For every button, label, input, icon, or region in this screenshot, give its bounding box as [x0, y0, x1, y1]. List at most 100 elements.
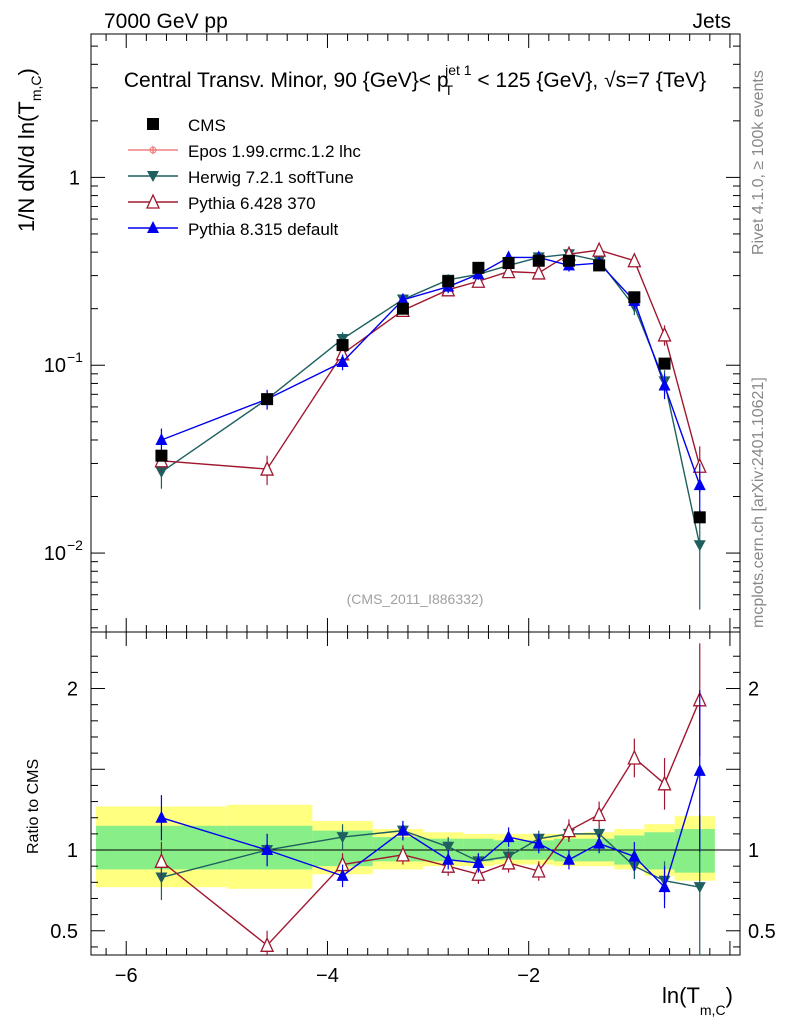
marker-pythia-6-428-370	[657, 326, 672, 342]
plot-title: Central Transv. Minor, 90 {GeV}< pTjet 1…	[124, 62, 706, 98]
ratio-marker-pythia-8-315-default	[562, 852, 575, 865]
x-label-close: )	[726, 983, 733, 1008]
analysis-watermark: (CMS_2011_I886332)	[347, 591, 484, 607]
title-sqrt: √	[604, 69, 616, 92]
ratio-marker-pythia-8-315-default	[502, 830, 515, 843]
ratio-marker-pythia-8-315-default	[532, 836, 545, 849]
marker-herwig-7-2-1-softtune	[693, 540, 706, 552]
marker-cms	[442, 275, 455, 288]
y-tick-label-main-exponent: −1	[67, 349, 83, 365]
main-y-label-sub: m,C	[28, 76, 44, 102]
ratio-marker-pythia-6-428-370	[154, 852, 169, 868]
ratio-marker-pythia-6-428-370	[592, 805, 607, 822]
marker-cms	[472, 261, 485, 274]
ratio-plot-frame	[90, 631, 741, 956]
marker-cms	[658, 357, 671, 370]
marker-pythia-8-315-default	[155, 432, 168, 445]
marker-pythia-6-428-370	[260, 460, 275, 476]
marker-pythia-8-315-default	[396, 292, 409, 305]
ratio-marker-pythia-6-428-370	[471, 865, 486, 881]
y-tick-label-ratio-right: 0.5	[748, 921, 776, 943]
title-subscript: T	[445, 82, 454, 98]
marker-pythia-6-428-370	[627, 252, 642, 268]
marker-cms	[155, 449, 168, 462]
x-tick-label: −2	[517, 965, 540, 987]
marker-cms	[532, 254, 545, 267]
ratio-marker-pythia-6-428-370	[395, 846, 410, 862]
mcplots-label: mcplots.cern.ch [arXiv:2401.10621]	[750, 377, 767, 628]
inner-band-bin	[644, 832, 675, 870]
marker-cms	[628, 291, 641, 304]
ratio-marker-pythia-8-315-default	[693, 763, 706, 776]
marker-cms	[396, 302, 409, 315]
title-superscript: jet 1	[444, 62, 472, 78]
series-line-pythia-6-428-370	[161, 249, 701, 470]
y-tick-label-ratio-left: 2	[67, 679, 78, 701]
ratio-y-axis-label: Ratio to CMS	[25, 759, 42, 854]
main-y-label-text: 1/N dN/d ln(T	[14, 101, 39, 232]
rivet-version-label: Rivet 4.1.0, ≥ 100k events	[750, 70, 767, 255]
marker-pythia-6-428-370	[501, 263, 516, 279]
energy-label: 7000 GeV pp	[104, 10, 228, 33]
inner-band-bin	[674, 829, 715, 873]
legend-label-pythia-8-315-default: Pythia 8.315 default	[188, 220, 339, 239]
ratio-series-layer	[154, 643, 707, 955]
marker-pythia-6-428-370	[531, 264, 546, 280]
marker-pythia-6-428-370	[592, 241, 607, 257]
y-tick-label-main-exponent: −2	[67, 537, 83, 553]
ratio-marker-pythia-6-428-370	[501, 854, 516, 870]
title-prefix: Central Transv. Minor, 90 {GeV}< p	[124, 69, 449, 92]
marker-cms	[261, 393, 274, 406]
ratio-marker-pythia-8-315-default	[593, 836, 606, 849]
legend-marker-pythia-6-428-370	[145, 193, 161, 209]
marker-cms	[562, 254, 575, 267]
ratio-marker-pythia-8-315-default	[396, 823, 409, 836]
ratio-marker-pythia-6-428-370	[531, 862, 546, 878]
legend-marker-epos-1-99-crmc-1-2-lhc	[149, 146, 157, 154]
ratio-marker-pythia-8-315-default	[658, 880, 671, 893]
marker-pythia-8-315-default	[658, 378, 671, 391]
ratio-marker-pythia-6-428-370	[260, 936, 275, 952]
y-tick-label-ratio-right: 2	[748, 679, 759, 701]
marker-herwig-7-2-1-softtune	[155, 467, 168, 479]
legend-label-epos-1-99-crmc-1-2-lhc: Epos 1.99.crmc.1.2 lhc	[188, 142, 361, 161]
y-tick-label-ratio-left: 0.5	[50, 921, 78, 943]
x-axis-label: ln(Tm,C)	[662, 983, 733, 1018]
ratio-marker-pythia-6-428-370	[561, 822, 576, 838]
y-tick-label-main: 10	[44, 355, 66, 377]
marker-cms	[693, 511, 706, 524]
marker-cms	[336, 339, 349, 352]
ratio-marker-pythia-8-315-default	[155, 810, 168, 823]
main-series-layer	[154, 241, 707, 610]
legend: CMS Epos 1.99.crmc.1.2 lhc Herwig 7.2.1 so…	[128, 116, 361, 239]
y-tick-label-ratio-right: 1	[748, 840, 759, 862]
y-tick-label-ratio-left: 1	[67, 840, 78, 862]
legend-label-herwig-7-2-1-softtune: Herwig 7.2.1 softTune	[188, 168, 354, 187]
main-y-label-close: )	[14, 68, 39, 75]
marker-pythia-8-315-default	[693, 478, 706, 491]
marker-pythia-6-428-370	[471, 272, 486, 288]
x-tick-label: −4	[316, 965, 339, 987]
legend-marker-cms	[147, 118, 159, 130]
marker-pythia-8-315-default	[336, 355, 349, 368]
marker-cms	[593, 259, 606, 272]
ratio-marker-pythia-8-315-default	[442, 852, 455, 865]
ratio-marker-pythia-8-315-default	[472, 855, 485, 868]
main-y-axis-label: 1/N dN/d ln(Tm,C)	[14, 68, 44, 232]
y-tick-label-main: 1	[69, 167, 80, 189]
y-tick-label-main: 10	[44, 543, 66, 565]
process-label: Jets	[692, 10, 731, 33]
legend-label-pythia-6-428-370: Pythia 6.428 370	[188, 194, 316, 213]
ratio-marker-herwig-7-2-1-softtune	[442, 841, 455, 853]
series-line-pythia-8-315-default	[161, 256, 701, 486]
ratio-marker-pythia-8-315-default	[336, 868, 349, 881]
title-energy: s=7 {TeV}	[616, 69, 707, 92]
legend-label-cms: CMS	[188, 116, 226, 135]
ratio-marker-pythia-6-428-370	[657, 775, 672, 791]
ratio-marker-herwig-7-2-1-softtune	[693, 882, 706, 894]
ratio-marker-pythia-8-315-default	[261, 843, 274, 856]
ratio-marker-pythia-8-315-default	[628, 849, 641, 862]
ratio-marker-pythia-6-428-370	[627, 749, 642, 765]
